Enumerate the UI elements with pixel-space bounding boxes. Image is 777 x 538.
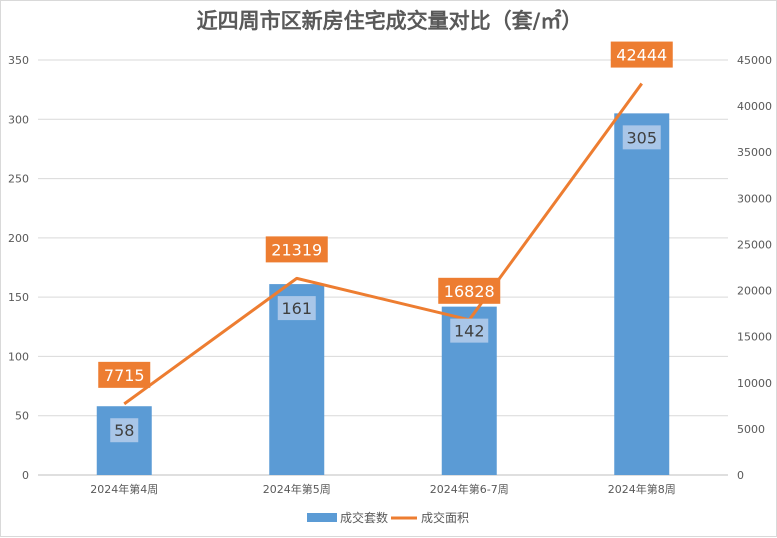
bar-data-label-box	[277, 296, 316, 321]
line-data-label-box	[438, 277, 501, 304]
y-left-tick-label: 350	[8, 54, 29, 67]
legend-label-bar: 成交套数	[340, 510, 388, 525]
line-data-label-box	[610, 41, 673, 68]
x-tick-label: 2024年第8周	[608, 482, 676, 496]
bar-data-label-box	[622, 125, 661, 150]
y-right-tick-label: 30000	[737, 192, 772, 205]
y-right-tick-label: 0	[737, 469, 744, 482]
y-left-tick-label: 50	[15, 410, 29, 423]
y-right-tick-label: 20000	[737, 285, 772, 298]
x-tick-label: 2024年第6-7周	[430, 482, 509, 496]
legend-label-line: 成交面积	[421, 510, 469, 525]
y-left-tick-label: 250	[8, 173, 29, 186]
line-data-label: 21319	[271, 240, 322, 259]
bar-data-label: 161	[281, 299, 312, 318]
y-left-tick-label: 100	[8, 350, 29, 363]
x-tick-label: 2024年第5周	[263, 482, 331, 496]
y-right-tick-label: 5000	[737, 423, 765, 436]
y-left-tick-label: 200	[8, 232, 29, 245]
line-data-label: 42444	[616, 46, 667, 65]
line-data-label: 16828	[444, 282, 495, 301]
legend-swatch-bar	[307, 513, 337, 522]
y-right-tick-label: 35000	[737, 146, 772, 159]
y-left-tick-label: 300	[8, 113, 29, 126]
y-right-tick-label: 10000	[737, 377, 772, 390]
bar-data-label-box	[110, 418, 139, 443]
line-data-label-box	[98, 361, 151, 388]
bar-data-label: 142	[454, 322, 485, 341]
series-line	[123, 82, 643, 406]
y-left-tick-label: 0	[22, 469, 29, 482]
y-right-tick-label: 40000	[737, 100, 772, 113]
bar-data-label-box	[450, 318, 489, 343]
bar	[614, 113, 670, 475]
x-tick-label: 2024年第4周	[90, 482, 158, 496]
bar-data-label: 58	[114, 421, 134, 440]
chart-title: 近四周市区新房住宅成交量对比（套/㎡）	[196, 9, 583, 33]
line-data-label-box	[265, 236, 328, 263]
y-right-tick-label: 45000	[737, 54, 772, 67]
y-right-tick-label: 15000	[737, 331, 772, 344]
y-left-tick-label: 150	[8, 291, 29, 304]
y-right-tick-label: 25000	[737, 238, 772, 251]
line-data-label: 7715	[104, 366, 145, 385]
bar-data-label: 305	[626, 128, 657, 147]
